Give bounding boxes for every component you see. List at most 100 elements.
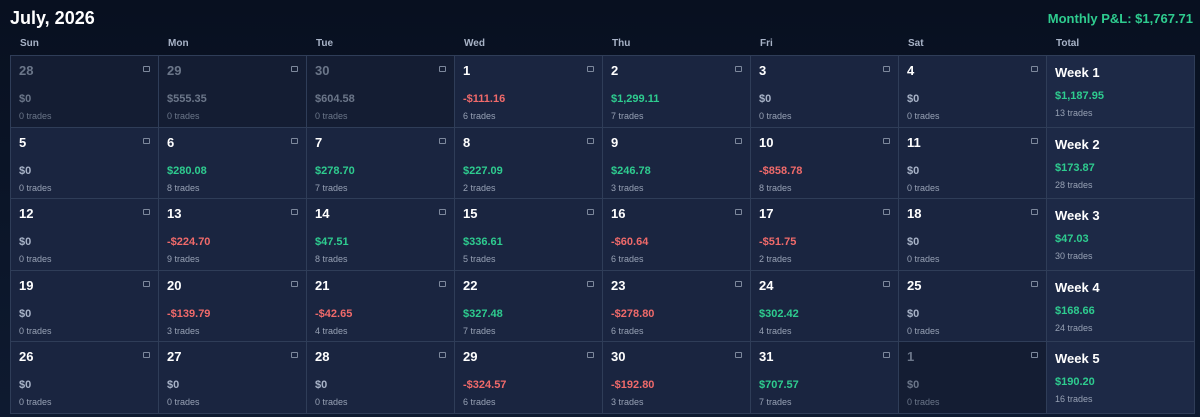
day-icon[interactable] <box>883 137 890 144</box>
day-trades: 8 trades <box>759 182 792 193</box>
day-cell[interactable]: 29 -$324.57 6 trades <box>455 342 602 413</box>
week-total-cell: Week 2 $173.87 28 trades <box>1047 127 1194 198</box>
day-cell[interactable]: 31 $707.57 7 trades <box>751 342 898 413</box>
week-total-cell: Week 1 $1,187.95 13 trades <box>1047 56 1194 127</box>
day-trades: 5 trades <box>463 254 496 264</box>
day-icon[interactable] <box>1031 66 1038 72</box>
day-cell[interactable]: 8 $227.09 2 trades <box>455 127 602 198</box>
day-icon[interactable] <box>883 66 890 72</box>
day-icon[interactable] <box>439 209 446 215</box>
day-cell[interactable]: 4 $0 0 trades <box>899 56 1046 127</box>
day-cell[interactable]: 19 $0 0 trades <box>11 270 158 341</box>
day-trades: 0 trades <box>907 182 940 193</box>
day-icon[interactable] <box>291 352 298 358</box>
day-cell[interactable]: 20 -$139.79 3 trades <box>159 270 306 341</box>
day-number: 4 <box>907 63 915 78</box>
day-pnl: $0 <box>907 307 920 320</box>
day-pnl: $604.58 <box>315 93 355 105</box>
day-cell[interactable]: 7 $278.70 7 trades <box>307 127 454 198</box>
day-cell[interactable]: 14 $47.51 8 trades <box>307 199 454 270</box>
day-icon[interactable] <box>291 280 298 287</box>
day-pnl: -$60.64 <box>611 236 649 248</box>
day-icon[interactable] <box>291 137 298 144</box>
day-cell[interactable]: 21 -$42.65 4 trades <box>307 270 454 341</box>
day-number: 3 <box>759 63 767 78</box>
monthly-pnl: Monthly P&L: $1,767.71 <box>1047 11 1193 26</box>
day-icon[interactable] <box>735 66 742 72</box>
day-icon[interactable] <box>439 352 446 358</box>
day-icon[interactable] <box>143 280 150 287</box>
day-cell[interactable]: 3 $0 0 trades <box>751 56 898 127</box>
day-icon[interactable] <box>735 209 742 215</box>
day-cell[interactable]: 17 -$51.75 2 trades <box>751 199 898 270</box>
day-icon[interactable] <box>143 137 150 144</box>
week-label: Week 2 <box>1055 136 1100 152</box>
day-icon[interactable] <box>735 137 742 144</box>
day-icon[interactable] <box>439 280 446 287</box>
day-number: 24 <box>759 277 774 293</box>
day-icon[interactable] <box>883 209 890 215</box>
day-cell[interactable]: 27 $0 0 trades <box>159 342 306 413</box>
day-trades: 7 trades <box>463 325 496 336</box>
day-icon[interactable] <box>1031 280 1038 287</box>
day-icon[interactable] <box>439 137 446 144</box>
day-cell[interactable]: 13 -$224.70 9 trades <box>159 199 306 270</box>
day-icon[interactable] <box>439 66 446 72</box>
day-icon[interactable] <box>1031 352 1038 358</box>
day-cell[interactable]: 9 $246.78 3 trades <box>603 127 750 198</box>
day-icon[interactable] <box>143 66 150 72</box>
day-pnl: $0 <box>19 164 32 177</box>
day-trades: 3 trades <box>611 182 644 193</box>
day-cell[interactable]: 1 -$111.16 6 trades <box>455 56 602 127</box>
day-pnl: -$139.79 <box>167 307 211 320</box>
day-trades: 2 trades <box>463 182 496 193</box>
day-cell[interactable]: 26 $0 0 trades <box>11 342 158 413</box>
day-cell[interactable]: 12 $0 0 trades <box>11 199 158 270</box>
day-icon[interactable] <box>291 209 298 215</box>
day-cell[interactable]: 16 -$60.64 6 trades <box>603 199 750 270</box>
day-icon[interactable] <box>587 209 594 215</box>
column-header: Mon <box>168 38 189 49</box>
day-cell[interactable]: 30 $604.58 0 trades <box>307 56 454 127</box>
day-icon[interactable] <box>587 352 594 358</box>
day-cell[interactable]: 22 $327.48 7 trades <box>455 270 602 341</box>
day-cell[interactable]: 28 $0 0 trades <box>11 56 158 127</box>
day-trades: 0 trades <box>19 325 52 336</box>
day-cell[interactable]: 30 -$192.80 3 trades <box>603 342 750 413</box>
day-pnl: $280.08 <box>167 164 207 177</box>
day-icon[interactable] <box>587 280 594 287</box>
day-cell[interactable]: 10 -$858.78 8 trades <box>751 127 898 198</box>
day-icon[interactable] <box>735 352 742 358</box>
day-icon[interactable] <box>291 66 298 72</box>
day-icon[interactable] <box>1031 137 1038 144</box>
day-cell[interactable]: 25 $0 0 trades <box>899 270 1046 341</box>
day-cell[interactable]: 29 $555.35 0 trades <box>159 56 306 127</box>
day-pnl: $0 <box>907 236 920 248</box>
day-icon[interactable] <box>883 280 890 287</box>
day-icon[interactable] <box>143 209 150 215</box>
day-icon[interactable] <box>587 66 594 72</box>
day-icon[interactable] <box>883 352 890 358</box>
day-number: 5 <box>19 134 27 150</box>
day-cell[interactable]: 2 $1,299.11 7 trades <box>603 56 750 127</box>
day-cell[interactable]: 23 -$278.80 6 trades <box>603 270 750 341</box>
day-number: 26 <box>19 349 34 364</box>
day-cell[interactable]: 1 $0 0 trades <box>899 342 1046 413</box>
day-cell[interactable]: 6 $280.08 8 trades <box>159 127 306 198</box>
day-cell[interactable]: 5 $0 0 trades <box>11 127 158 198</box>
day-cell[interactable]: 11 $0 0 trades <box>899 127 1046 198</box>
day-pnl: -$51.75 <box>759 236 797 248</box>
day-number: 6 <box>167 134 175 150</box>
day-trades: 0 trades <box>907 254 940 264</box>
day-trades: 6 trades <box>463 111 496 121</box>
day-number: 28 <box>315 349 330 364</box>
day-icon[interactable] <box>587 137 594 144</box>
day-cell[interactable]: 15 $336.61 5 trades <box>455 199 602 270</box>
day-number: 15 <box>463 206 478 221</box>
day-cell[interactable]: 28 $0 0 trades <box>307 342 454 413</box>
day-icon[interactable] <box>1031 209 1038 215</box>
day-icon[interactable] <box>143 352 150 358</box>
day-cell[interactable]: 24 $302.42 4 trades <box>751 270 898 341</box>
day-cell[interactable]: 18 $0 0 trades <box>899 199 1046 270</box>
day-icon[interactable] <box>735 280 742 287</box>
